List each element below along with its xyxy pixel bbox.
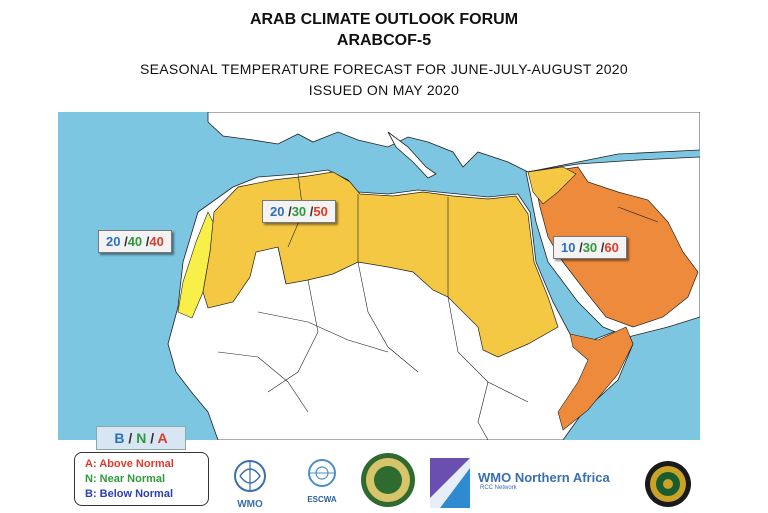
wmo-emblem-icon [234, 460, 266, 492]
maroc-meteo-icon [430, 458, 470, 508]
probability-label-west-coast: 20 /40 /40 [98, 230, 172, 253]
probability-label-arabian-peninsula: 10 /30 /60 [553, 236, 627, 259]
gcc-emblem-icon [645, 461, 691, 507]
probability-label-north-africa: 20 /30 /50 [262, 200, 336, 223]
legend-below: B: Below Normal [85, 488, 174, 500]
forecast-title: SEASONAL TEMPERATURE FORECAST FOR JUNE-J… [140, 61, 628, 77]
legend-header: B / N / A [96, 426, 186, 450]
title: ARAB CLIMATE OUTLOOK FORUM [249, 11, 519, 28]
arab-league-emblem-icon [361, 453, 415, 507]
forecast-map [58, 112, 700, 440]
legend-above: A: Above Normal [85, 458, 174, 470]
arab-league-logo [360, 452, 416, 513]
zone-levant [527, 166, 577, 205]
escwa-logo: ESCWA [300, 456, 344, 510]
legend-near: N: Near Normal [85, 473, 166, 485]
maroc-meteo-logo [430, 458, 470, 508]
europe-land [207, 112, 700, 173]
gcc-logo [644, 460, 692, 513]
italy-land [387, 131, 437, 179]
legend: A: Above Normal N: Near Normal B: Below … [74, 452, 209, 506]
zone-horn [557, 326, 634, 431]
issued-date: ISSUED ON MAY 2020 [308, 82, 460, 98]
subtitle: ARABCOF-5 [336, 32, 432, 49]
wmo-northern-africa-logo: WMO Northern Africa RCC Network [478, 470, 610, 491]
un-emblem-icon [308, 459, 336, 487]
wmo-logo: WMO [228, 458, 272, 510]
